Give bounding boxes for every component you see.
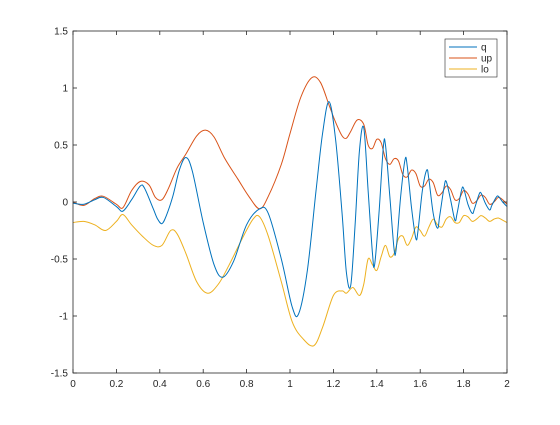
x-tick-label: 1 [287,379,293,390]
x-tick-label: 1.4 [370,379,384,390]
y-tick-label: -0.5 [51,255,69,266]
y-tick-label: -1.5 [51,369,69,380]
legend-label-q: q [481,43,487,54]
x-tick-label: 2 [504,379,510,390]
legend-label-lo: lo [481,65,489,76]
series-layer [72,76,508,347]
x-tick-label: 1.2 [326,379,340,390]
x-tick-label: 1.6 [413,379,427,390]
x-tick-label: 0.8 [240,379,254,390]
y-tick-label: 1 [62,84,68,95]
series-line-up [72,76,508,210]
axes-layer: 0 0.2 0.4 0.6 0.8 1 1.2 1.4 1.6 1.8 2 1.5 1 0.5 0 -0.5 -… [51,27,510,391]
x-tick-label: 0.4 [153,379,167,390]
legend-label-up: up [481,54,493,65]
x-tick-label: 0 [70,379,76,390]
x-tick-label: 1.8 [457,379,471,390]
x-tick-label: 0.6 [196,379,210,390]
series-line-q [72,101,508,318]
x-tick-label: 0.2 [109,379,123,390]
series-line-lo [72,214,508,347]
y-tick-label: -1 [59,312,68,323]
y-tick-label: 0 [62,198,68,209]
y-tick-label: 1.5 [54,27,68,38]
y-tick-label: 0.5 [54,141,68,152]
